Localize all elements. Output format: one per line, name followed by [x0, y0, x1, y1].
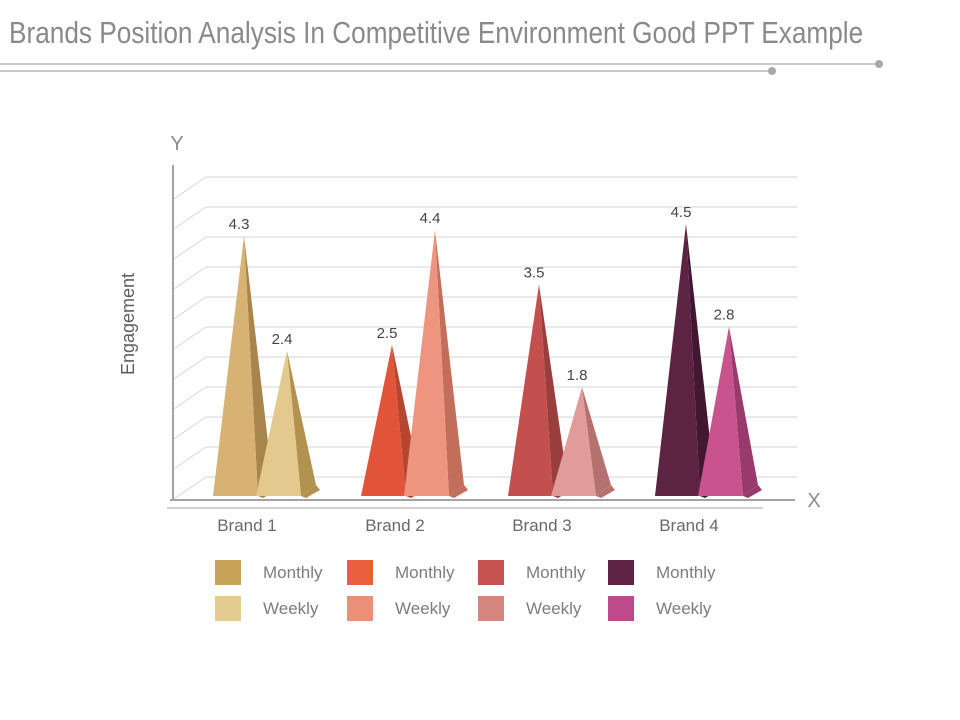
y-axis-letter: Y: [170, 133, 183, 155]
pyramid-brand1-weekly-front-face: [256, 350, 301, 496]
pyramid-layer: [213, 223, 762, 498]
pyramid-brand2-weekly-value-label: 4.4: [420, 210, 441, 227]
pyramid-brand3-monthly-side-face: [539, 284, 568, 496]
legend-swatch-brand2-monthly: [347, 560, 373, 585]
legend-swatch-brand2-weekly: [347, 596, 373, 621]
legend-item-brand1-weekly: Weekly: [215, 596, 318, 621]
y-axis-title: Engagement: [118, 273, 138, 375]
legend-item-brand1-monthly: Monthly: [215, 560, 323, 585]
legend-label: Monthly: [395, 562, 455, 582]
legend-item-brand2-weekly: Weekly: [347, 596, 450, 621]
pyramid-brand4-monthly-side-face: [686, 223, 715, 496]
pyramid-brand3-monthly-front-face: [508, 284, 553, 496]
pyramid-brand4-monthly-front-face: [655, 223, 700, 496]
pyramid-brand2-weekly-front-face: [404, 229, 449, 497]
gridline-depth: [172, 266, 207, 290]
pyramid-brand1-monthly-front-face: [213, 235, 258, 496]
gridline-depth: [172, 176, 207, 200]
x-axis-letter: X: [807, 490, 820, 512]
gridline-depth: [172, 416, 207, 440]
pyramid-brand4-monthly-value-label: 4.5: [671, 204, 692, 221]
pyramid-brand3-weekly-front-face: [551, 387, 596, 496]
pyramid-brand2-weekly-side-face: [435, 229, 464, 497]
legend-swatch-brand4-weekly: [608, 596, 634, 621]
title-underline-dot-2: [768, 67, 776, 75]
legend-swatch-brand1-monthly: [215, 560, 241, 585]
pyramid-brand3-monthly-value-label: 3.5: [524, 264, 545, 281]
gridline-depth: [172, 356, 207, 380]
title-underline-primary: [0, 63, 876, 65]
legend-label: Monthly: [526, 562, 586, 582]
pyramid-brand1-weekly-value-label: 2.4: [272, 331, 293, 348]
legend-label: Monthly: [263, 562, 323, 582]
pyramid-brand2-monthly-value-label: 2.5: [377, 325, 398, 342]
title-underline-dot-1: [875, 60, 883, 68]
category-label-brand-1: Brand 1: [217, 516, 277, 535]
axis-layer: [167, 165, 795, 509]
gridline-depth: [172, 446, 207, 470]
pyramid-brand1-weekly-side-face: [287, 350, 316, 496]
pyramid-brand2-weekly-base-shadow: [449, 485, 468, 498]
category-label-brand-4: Brand 4: [659, 516, 719, 535]
legend-item-brand3-weekly: Weekly: [478, 596, 581, 621]
gridline-depth: [172, 206, 207, 230]
pyramid-brand1-monthly-value-label: 4.3: [229, 216, 250, 233]
gridline-depth: [172, 236, 207, 260]
pyramid-brand4-weekly-side-face: [729, 326, 758, 496]
pyramid-brand4-weekly-value-label: 2.8: [714, 307, 735, 324]
legend-label: Weekly: [526, 598, 582, 618]
legend-swatch-brand3-monthly: [478, 560, 504, 585]
gridline-depth: [172, 476, 207, 500]
title-underline-secondary: [0, 70, 769, 72]
legend-label: Weekly: [395, 598, 451, 618]
pyramid-brand3-weekly-value-label: 1.8: [567, 367, 588, 384]
slide-title: Brands Position Analysis In Competitive …: [9, 15, 864, 50]
legend-label: Weekly: [263, 598, 319, 618]
legend-item-brand3-monthly: Monthly: [478, 560, 586, 585]
gridline-depth: [172, 326, 207, 350]
legend-item-brand4-weekly: Weekly: [608, 596, 711, 621]
value-label-layer: 4.3 2.4 2.5 4.4 3.5 1.8 4.5 2.8: [229, 204, 735, 384]
pyramid-brand1-monthly-side-face: [244, 235, 273, 496]
pyramid-brand4-weekly-base-shadow: [743, 485, 762, 498]
legend-item-brand4-monthly: Monthly: [608, 560, 716, 585]
legend-swatch-brand3-weekly: [478, 596, 504, 621]
gridline-depth: [172, 386, 207, 410]
gridline-depth: [172, 296, 207, 320]
category-label-brand-2: Brand 2: [365, 516, 425, 535]
chart-canvas: 4.32.4 2.54.43.51.84.52.8 Y X Engagement …: [118, 133, 821, 535]
pyramid-brand4-weekly-front-face: [698, 326, 743, 496]
pyramid-brand2-monthly-front-face: [361, 344, 406, 496]
pyramid-brand3-weekly-base-shadow: [596, 485, 615, 498]
pyramid-brand3-weekly-side-face: [582, 387, 611, 496]
pyramid-brand1-weekly-base-shadow: [301, 485, 320, 498]
legend-swatch-brand1-weekly: [215, 596, 241, 621]
legend-label: Monthly: [656, 562, 716, 582]
legend-swatch-brand4-monthly: [608, 560, 634, 585]
legend-label: Weekly: [656, 598, 712, 618]
legend-item-brand2-monthly: Monthly: [347, 560, 455, 585]
category-label-brand-3: Brand 3: [512, 516, 572, 535]
